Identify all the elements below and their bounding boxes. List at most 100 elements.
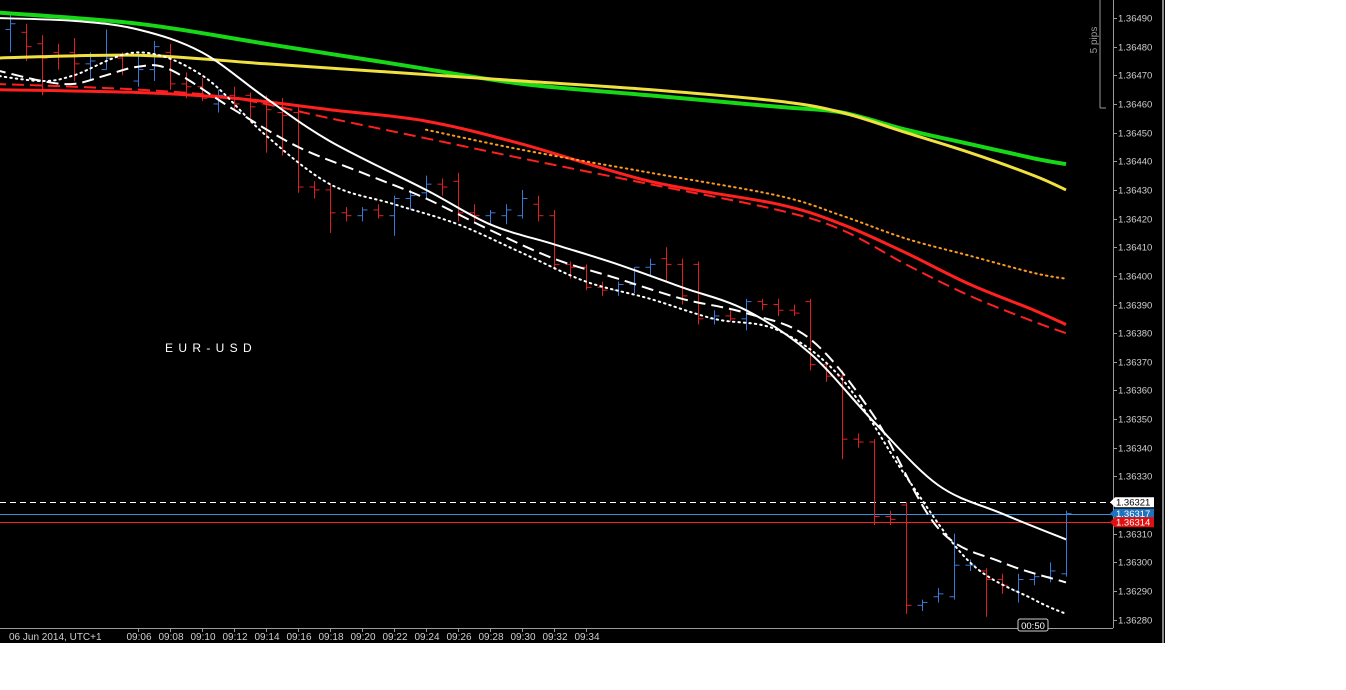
time-tick-label: 09:30 <box>510 632 535 643</box>
instrument-label: E U R - U S D <box>165 341 253 355</box>
time-axis-start-label: 06 Jun 2014, UTC+1 <box>9 632 102 643</box>
price-marker: 1.36321 <box>1110 497 1154 509</box>
price-marker-label: 1.36317 <box>1116 509 1150 520</box>
ohlc-bar <box>549 209 560 271</box>
time-tick-label: 09:10 <box>190 632 215 643</box>
price-tick-label: 1.36340 <box>1118 444 1152 455</box>
price-tick-label: 1.36400 <box>1118 272 1152 283</box>
ohlc-bar <box>1061 510 1072 577</box>
ohlc-bar <box>949 533 960 600</box>
ohlc-bar <box>85 52 96 82</box>
time-tick-label: 09:24 <box>414 632 439 643</box>
ohlc-bar <box>981 568 992 617</box>
bar-countdown: 00:50 <box>1017 618 1049 632</box>
chart-container[interactable]: E U R - U S D 5 pips 1.36490 1.36480 1.364… <box>0 0 1165 643</box>
ma-line-3 <box>0 83 1067 335</box>
price-tick-label: 1.36290 <box>1118 587 1152 598</box>
price-tick-label: 1.36430 <box>1118 186 1152 197</box>
price-axis[interactable]: 5 pips 1.364901.364801.364701.364601.364… <box>1089 0 1164 643</box>
time-tick-label: 09:18 <box>318 632 343 643</box>
price-marker-box <box>1110 497 1154 508</box>
ohlc-bar <box>645 258 656 276</box>
pip-scale: 5 pips <box>1089 0 1106 109</box>
ohlc-bar <box>901 502 912 614</box>
ohlc-bar <box>885 510 896 526</box>
ohlc-bar <box>501 204 512 225</box>
ma-line-7 <box>0 51 1067 615</box>
ohlc-bar <box>133 52 144 87</box>
ohlc-bar <box>469 204 480 222</box>
ohlc-bar <box>149 40 160 82</box>
time-tick-label: 09:34 <box>574 632 599 643</box>
time-tick-label: 09:32 <box>542 632 567 643</box>
price-marker-box <box>1110 508 1154 519</box>
price-chart[interactable]: E U R - U S D 5 pips 1.36490 1.36480 1.364… <box>0 0 1165 643</box>
price-marker-box <box>1110 517 1154 528</box>
price-tick-label: 1.36490 <box>1118 14 1152 25</box>
ohlc-bar <box>741 298 752 331</box>
price-marker-label: 1.36314 <box>1116 518 1150 529</box>
time-axis[interactable]: 06 Jun 2014, UTC+1 09:06 09:08 09:10 09:12 0… <box>0 618 1113 643</box>
price-tick-label: 1.36460 <box>1118 100 1152 111</box>
ohlc-bar <box>1029 573 1040 586</box>
ohlc-bar <box>373 204 384 219</box>
chart-background <box>0 0 1165 643</box>
ohlc-bar <box>661 247 672 282</box>
ohlc-bar <box>389 195 400 236</box>
countdown-box <box>1017 618 1049 632</box>
time-tick-label: 09:16 <box>286 632 311 643</box>
time-tick-label: 09:14 <box>254 632 279 643</box>
ohlc-bar <box>533 195 544 222</box>
ohlc-bar <box>853 433 864 448</box>
time-tick-label: 09:08 <box>158 632 183 643</box>
time-tick-label: 09:28 <box>478 632 503 643</box>
ohlc-bar <box>37 35 48 96</box>
price-tick-label: 1.36390 <box>1118 301 1152 312</box>
ohlc-bar <box>485 209 496 225</box>
price-tick-label: 1.36440 <box>1118 157 1152 168</box>
price-tick-label: 1.36300 <box>1118 558 1152 569</box>
price-marker-label: 1.36321 <box>1116 498 1150 509</box>
ohlc-bar <box>933 588 944 603</box>
price-tick-label: 1.36480 <box>1118 43 1152 54</box>
ohlc-bar <box>757 298 768 311</box>
time-tick-label: 09:12 <box>222 632 247 643</box>
price-tick-label: 1.36280 <box>1118 616 1152 627</box>
ohlc-bar <box>405 189 416 210</box>
price-tick-labels: 1.36490 1.36480 1.36470 1.36460 1.36450 1.364… <box>1113 14 1152 627</box>
price-tick-label: 1.36370 <box>1118 358 1152 369</box>
ohlc-bar <box>21 23 32 61</box>
price-tick-label: 1.36420 <box>1118 215 1152 226</box>
ma-line-0 <box>0 10 1067 167</box>
ma-line-4 <box>425 128 1067 280</box>
ohlc-bar <box>517 189 528 219</box>
ohlc-bar <box>69 38 80 82</box>
ohlc-bar <box>869 439 880 526</box>
ohlc-bar <box>917 599 928 612</box>
ohlc-bar <box>309 181 320 199</box>
price-tick-label: 1.36450 <box>1118 129 1152 140</box>
ohlc-bar <box>437 178 448 196</box>
ohlc-bar <box>325 184 336 233</box>
time-tick-label: 09:20 <box>350 632 375 643</box>
ohlc-bar <box>677 258 688 305</box>
ohlc-bar <box>357 207 368 222</box>
ohlc-bar <box>245 92 256 119</box>
ma-line-5 <box>0 17 1067 541</box>
price-tick-label: 1.36330 <box>1118 472 1152 483</box>
ma-line-6 <box>0 64 1067 584</box>
time-tick-labels: 09:06 09:08 09:10 09:12 09:14 09:16 09:18 09:20… <box>126 628 600 643</box>
ohlc-bar <box>341 207 352 222</box>
price-tick-label: 1.36360 <box>1118 386 1152 397</box>
ohlc-bar <box>421 175 432 199</box>
ohlc-bar <box>725 310 736 322</box>
price-tick-label: 1.36350 <box>1118 415 1152 426</box>
price-marker: 1.36317 <box>1110 508 1154 520</box>
pip-scale-label: 5 pips <box>1089 27 1100 54</box>
price-marker: 1.36314 <box>1110 517 1154 529</box>
ohlc-bar <box>805 298 816 371</box>
price-tick-label: 1.36410 <box>1118 243 1152 254</box>
price-tick-label: 1.36380 <box>1118 329 1152 340</box>
moving-averages-layer <box>0 10 1067 615</box>
